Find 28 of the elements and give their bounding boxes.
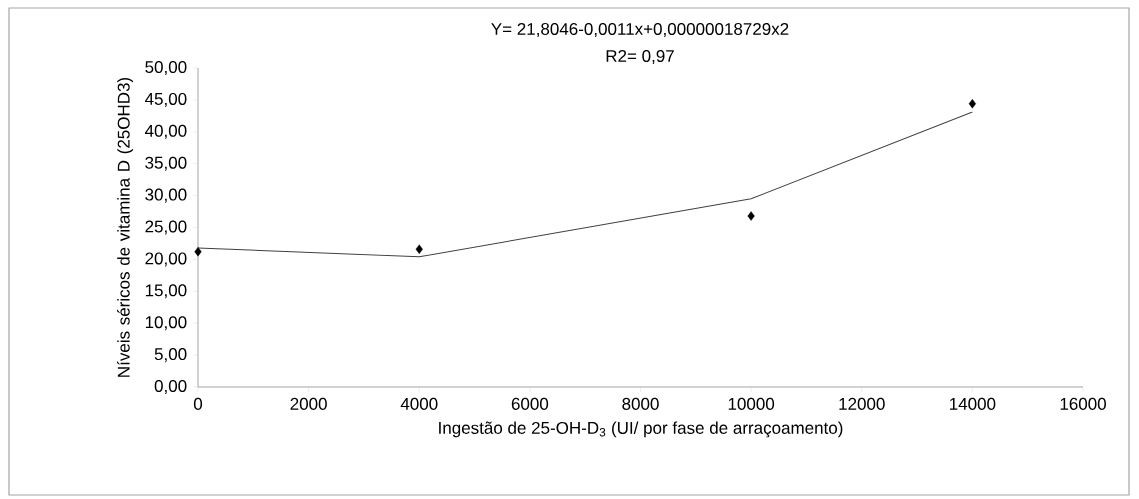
x-tick-label: 16000: [1060, 397, 1106, 410]
x-tick-label: 4000: [400, 397, 438, 410]
y-tick-label: 35,00: [145, 156, 187, 171]
x-tick-label: 14000: [950, 397, 996, 410]
point: [415, 244, 423, 254]
y-tick-label: 15,00: [145, 284, 187, 299]
x-tick-label: 8000: [622, 397, 659, 410]
point: [194, 247, 202, 257]
x-tick-label: 12000: [839, 397, 885, 410]
y-tick-label: 45,00: [144, 92, 187, 107]
x-tick-label: 2000: [290, 397, 327, 410]
y-tick-label: 40,00: [144, 124, 187, 139]
y-tick-label: 10,00: [145, 316, 187, 331]
y-tick-label: 50,00: [145, 60, 187, 76]
y-tick-label: 20,00: [145, 252, 187, 267]
y-tick-label: 30,00: [145, 188, 187, 203]
y-tick-label: 0,00: [154, 379, 187, 395]
y-tick-label: 25,00: [145, 220, 187, 235]
point: [968, 99, 976, 109]
y-tick-label: 5,00: [154, 348, 187, 363]
x-tick-label: 10000: [728, 397, 775, 410]
text: Y= 21,8046-0,0011x+0,00000018729x2: [491, 22, 789, 38]
x-tick-label: 6000: [511, 397, 549, 410]
y-axis-title: Níveis séricos de vitamina D (25OHD3): [117, 77, 134, 377]
text: R2= 0,97: [606, 49, 674, 65]
point: [747, 211, 755, 221]
x-tick-label: 0: [193, 397, 203, 410]
x-axis-title: Ingestão de 25-OH-D$_{3}$ (UI/ por fase de arraçoamento): [439, 421, 843, 438]
